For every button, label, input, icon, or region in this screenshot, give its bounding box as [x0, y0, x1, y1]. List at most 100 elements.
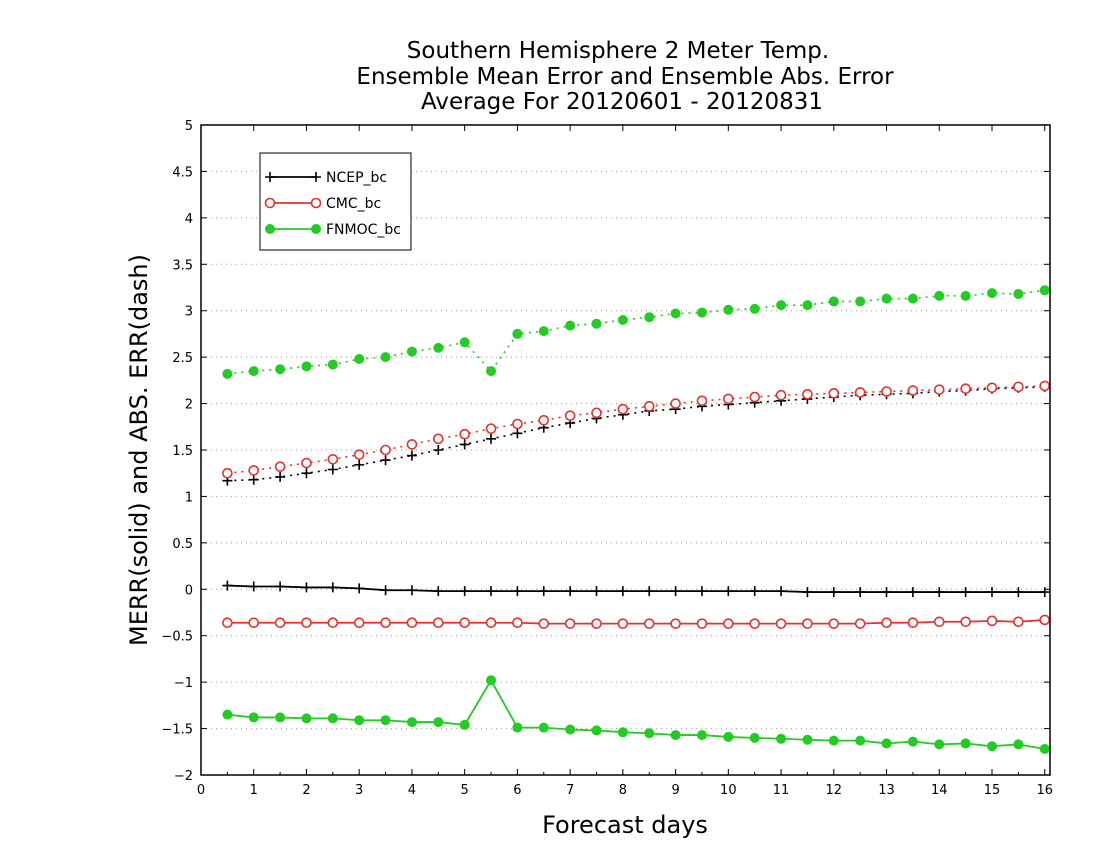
point-merr-cmc-bc	[222, 617, 233, 629]
y-tick-label: 0.5	[172, 537, 193, 552]
point-merr-fnmoc-bc	[565, 724, 576, 735]
x-tick-label: 2	[302, 783, 310, 798]
legend-marker-fnmoc-bc	[311, 224, 321, 234]
point-merr-ncep-bc	[776, 586, 787, 597]
point-abs-err-cmc-bc	[222, 467, 233, 479]
point-abs-err-fnmoc-bc	[934, 290, 945, 301]
point-merr-cmc-bc	[591, 618, 602, 629]
legend-marker-ncep-bc	[265, 172, 275, 182]
legend-box	[259, 152, 412, 251]
point-abs-err-fnmoc-bc	[696, 307, 707, 318]
x-tick-label: 12	[826, 783, 843, 798]
point-merr-cmc-bc	[617, 618, 629, 629]
point-merr-fnmoc-bc	[644, 728, 655, 739]
y-tick-label: 2.5	[172, 351, 193, 366]
point-merr-fnmoc-bc	[696, 730, 707, 741]
line-merr-fnmoc-bc	[227, 678, 1045, 750]
point-merr-fnmoc-bc	[248, 712, 259, 723]
x-tick-label: 1	[250, 783, 258, 798]
point-abs-err-cmc-bc	[248, 465, 260, 476]
y-tick-label: 2	[185, 398, 193, 413]
point-merr-cmc-bc	[380, 617, 391, 629]
point-abs-err-fnmoc-bc	[855, 296, 866, 307]
point-abs-err-ncep-bc	[459, 439, 470, 450]
point-merr-cmc-bc	[828, 618, 840, 629]
point-merr-cmc-bc	[301, 617, 312, 629]
point-merr-cmc-bc	[353, 617, 365, 629]
grid	[201, 170, 1050, 730]
legend-marker-cmc-bc	[310, 197, 322, 209]
point-abs-err-fnmoc-bc	[1013, 289, 1024, 299]
point-merr-fnmoc-bc	[406, 717, 417, 728]
point-merr-ncep-bc	[248, 581, 259, 592]
point-merr-fnmoc-bc	[512, 722, 523, 733]
point-merr-ncep-bc	[617, 586, 628, 597]
line-abs-err-ncep-bc	[227, 386, 1045, 482]
point-merr-ncep-bc	[354, 583, 365, 594]
point-abs-err-fnmoc-bc	[406, 346, 417, 357]
point-abs-err-cmc-bc	[960, 383, 971, 395]
line-abs-err-cmc-bc	[227, 385, 1045, 475]
point-abs-err-fnmoc-bc	[301, 361, 312, 372]
point-merr-cmc-bc	[459, 617, 470, 629]
line-abs-err-fnmoc-bc	[227, 289, 1045, 375]
point-abs-err-ncep-bc	[512, 428, 523, 439]
point-merr-ncep-bc	[828, 587, 839, 598]
title-line-3: Average For 20120601 - 20120831	[421, 89, 823, 115]
point-merr-cmc-bc	[933, 616, 945, 628]
chart-title: Southern Hemisphere 2 Meter Temp. Ensemb…	[356, 38, 894, 115]
point-merr-ncep-bc	[1039, 587, 1050, 598]
point-abs-err-fnmoc-bc	[538, 326, 549, 337]
point-merr-ncep-bc	[644, 586, 655, 597]
point-merr-cmc-bc	[406, 617, 418, 629]
y-tick-label: 4	[185, 212, 193, 227]
point-merr-ncep-bc	[380, 585, 391, 596]
point-merr-ncep-bc	[723, 586, 734, 597]
point-abs-err-cmc-bc	[301, 457, 312, 469]
title-line-2: Ensemble Mean Error and Ensemble Abs. Er…	[356, 64, 894, 90]
point-abs-err-cmc-bc	[591, 407, 602, 419]
y-tick-label: −0.5	[161, 630, 193, 645]
point-merr-ncep-bc	[696, 586, 707, 597]
y-axis: −2 −1.5 −1 −0.5 0 0.5 1 1.5 2 2.5 3 3.5 4 4.5 5	[161, 119, 1050, 784]
point-abs-err-fnmoc-bc	[327, 359, 338, 370]
series-cmc-bc	[222, 380, 1051, 629]
point-merr-fnmoc-bc	[327, 713, 338, 724]
point-merr-ncep-bc	[512, 586, 523, 597]
point-abs-err-cmc-bc	[881, 386, 892, 397]
point-merr-fnmoc-bc	[723, 731, 734, 742]
point-abs-err-cmc-bc	[775, 389, 787, 401]
point-abs-err-cmc-bc	[327, 453, 339, 465]
x-tick-label: 4	[408, 783, 416, 798]
point-merr-ncep-bc	[565, 586, 576, 597]
y-tick-label: 3	[185, 305, 193, 320]
point-merr-cmc-bc	[485, 617, 497, 629]
point-abs-err-fnmoc-bc	[486, 366, 497, 377]
point-merr-ncep-bc	[934, 587, 945, 598]
point-merr-ncep-bc	[881, 587, 892, 598]
y-tick-label: −2	[174, 769, 193, 784]
point-merr-ncep-bc	[1013, 587, 1024, 598]
point-merr-fnmoc-bc	[881, 738, 892, 749]
x-tick-label: 5	[461, 783, 469, 798]
point-abs-err-fnmoc-bc	[907, 293, 918, 304]
title-line-1: Southern Hemisphere 2 Meter Temp.	[407, 38, 829, 64]
point-merr-fnmoc-bc	[670, 730, 681, 741]
point-merr-cmc-bc	[327, 617, 339, 629]
point-merr-fnmoc-bc	[749, 732, 760, 743]
point-abs-err-cmc-bc	[696, 395, 708, 407]
point-abs-err-cmc-bc	[749, 391, 760, 403]
point-abs-err-cmc-bc	[723, 393, 734, 405]
point-abs-err-cmc-bc	[353, 449, 365, 460]
point-abs-err-fnmoc-bc	[459, 337, 470, 348]
point-merr-fnmoc-bc	[960, 738, 971, 749]
point-abs-err-ncep-bc	[327, 464, 338, 475]
point-merr-cmc-bc	[881, 617, 892, 629]
point-abs-err-cmc-bc	[274, 461, 286, 473]
point-merr-cmc-bc	[723, 618, 734, 629]
point-merr-cmc-bc	[512, 617, 523, 629]
point-merr-ncep-bc	[275, 581, 286, 592]
x-axis-label: Forecast days	[542, 811, 708, 839]
y-tick-label: −1	[174, 676, 193, 691]
x-tick-label: 15	[984, 783, 1001, 798]
